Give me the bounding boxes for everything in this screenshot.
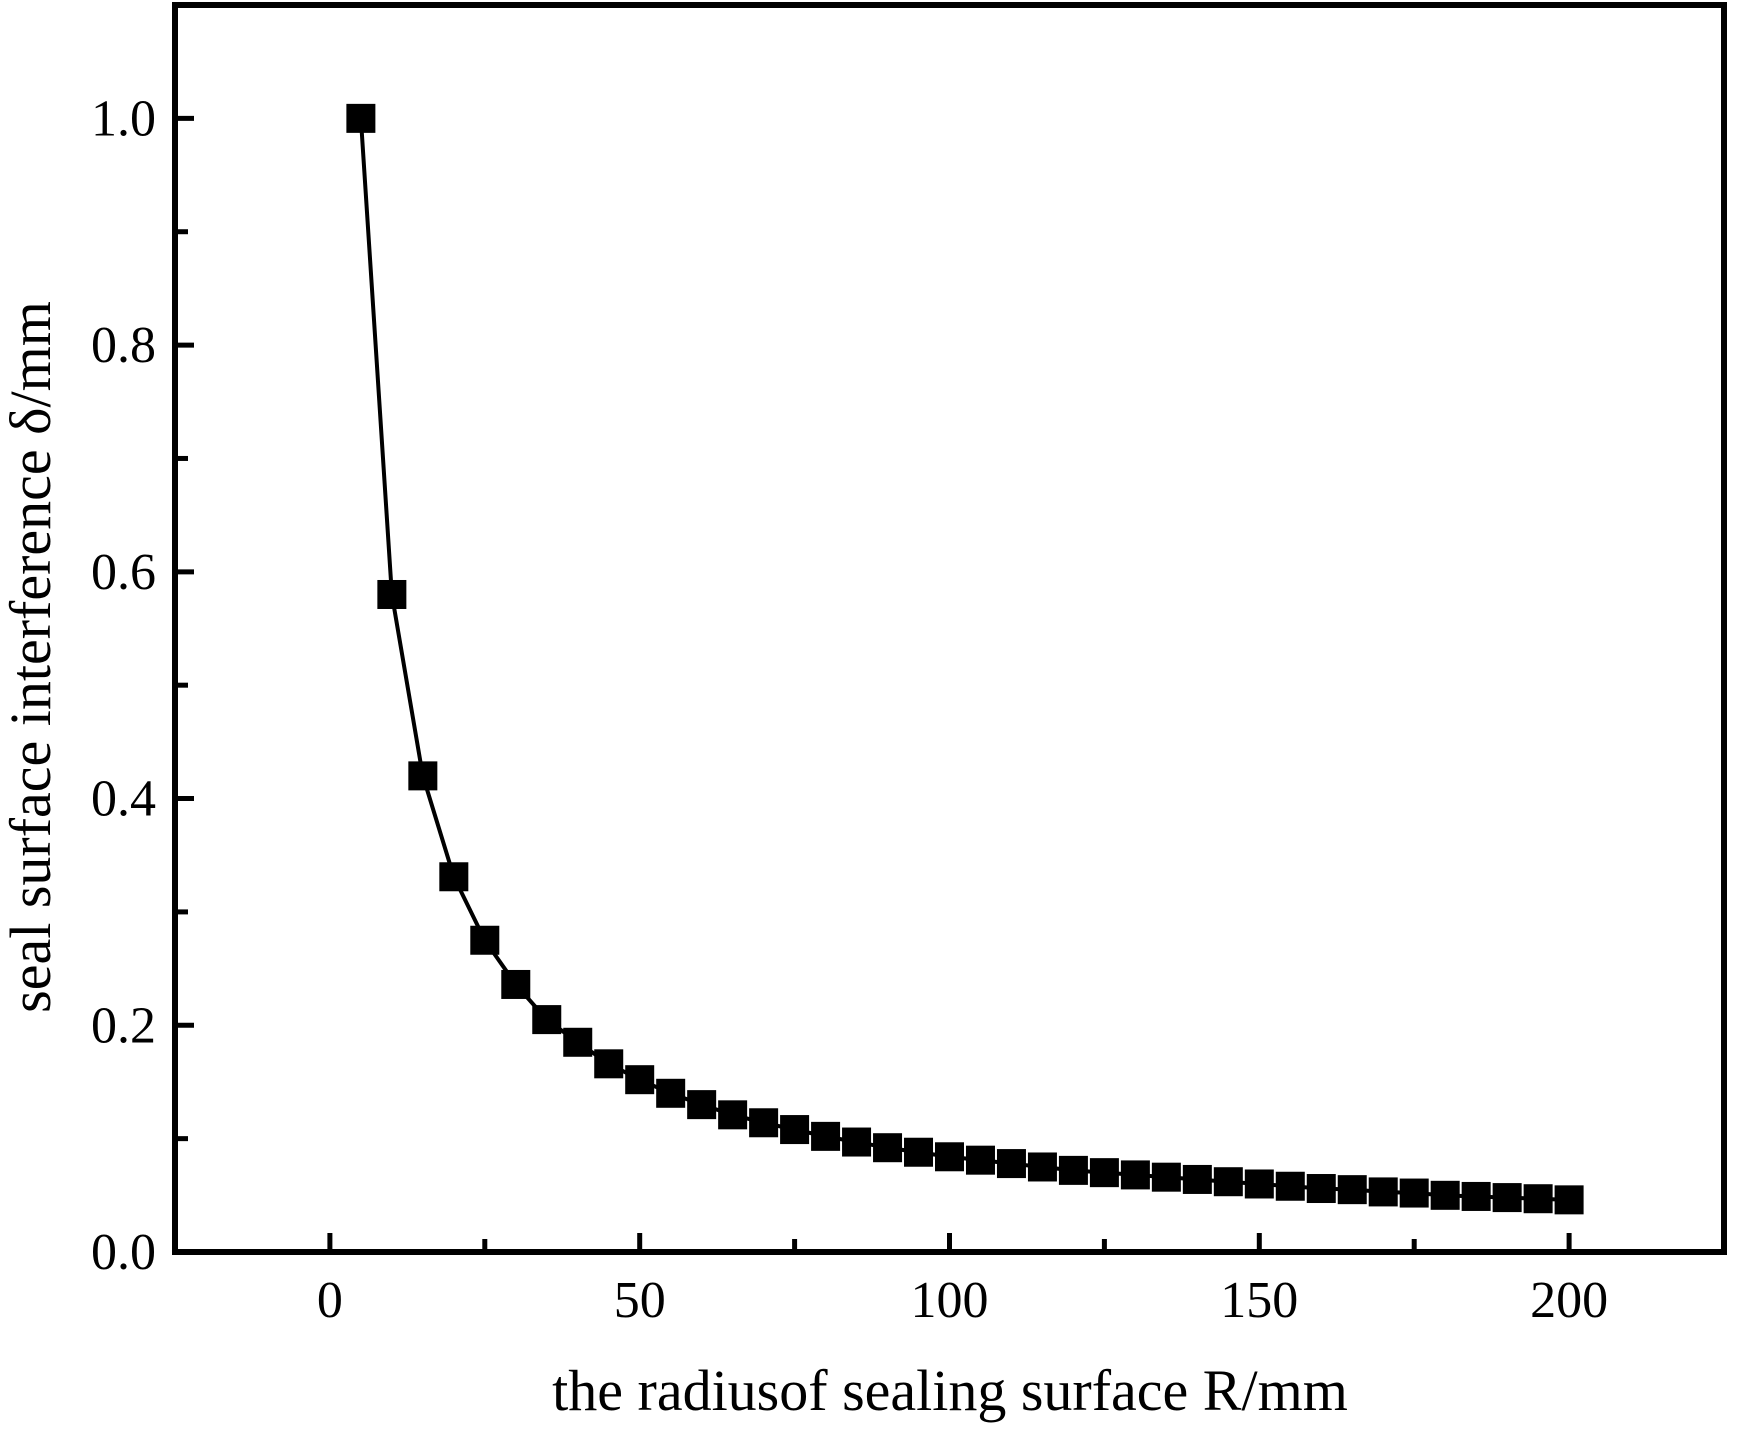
data-point-marker bbox=[1244, 1169, 1274, 1199]
y-tick-label: 0.2 bbox=[91, 997, 156, 1054]
x-axis-title: the radiusof sealing surface R/mm bbox=[552, 1358, 1348, 1423]
data-point-marker bbox=[625, 1065, 655, 1095]
y-axis-title: seal surface interference δ/mm bbox=[0, 301, 63, 1013]
data-point-marker bbox=[996, 1149, 1026, 1179]
data-point-marker bbox=[346, 103, 376, 133]
y-tick-label: 0.0 bbox=[91, 1224, 156, 1281]
y-tick-label: 0.6 bbox=[91, 544, 156, 601]
data-point-marker bbox=[1461, 1181, 1491, 1211]
data-point-marker bbox=[749, 1108, 779, 1138]
data-point-marker bbox=[842, 1127, 872, 1157]
data-point-marker bbox=[1306, 1174, 1336, 1204]
data-point-marker bbox=[965, 1145, 995, 1175]
data-point-marker bbox=[1368, 1177, 1398, 1207]
data-point-marker bbox=[1089, 1158, 1119, 1188]
data-point-marker bbox=[408, 761, 438, 791]
data-point-marker bbox=[1120, 1160, 1150, 1190]
data-point-marker bbox=[687, 1090, 717, 1120]
plot-frame bbox=[172, 2, 1727, 1255]
data-point-marker bbox=[532, 1005, 562, 1035]
data-point-marker bbox=[1554, 1185, 1584, 1215]
data-point-marker bbox=[656, 1078, 686, 1108]
data-point-marker bbox=[439, 862, 469, 892]
data-point-marker bbox=[377, 579, 407, 609]
data-point-marker bbox=[1275, 1171, 1305, 1201]
data-point-marker bbox=[718, 1100, 748, 1130]
y-tick-label: 1.0 bbox=[91, 90, 156, 147]
data-point-marker bbox=[594, 1049, 624, 1079]
data-point-marker bbox=[780, 1115, 810, 1145]
data-point-marker bbox=[1058, 1155, 1088, 1185]
data-line bbox=[358, 118, 1570, 1202]
x-tick-label: 100 bbox=[911, 1272, 989, 1329]
plot-area: 0 50 100 150 200 0.0 0.2 0.4 0.6 0.8 1.0 bbox=[91, 2, 1727, 1329]
data-point-marker bbox=[811, 1121, 841, 1151]
data-point-marker bbox=[1213, 1167, 1243, 1197]
data-point-marker bbox=[563, 1027, 593, 1057]
y-tick-label: 0.8 bbox=[91, 317, 156, 374]
data-point-marker bbox=[904, 1137, 934, 1167]
x-tick-label: 200 bbox=[1530, 1272, 1608, 1329]
x-tick-label: 150 bbox=[1220, 1272, 1298, 1329]
data-point-marker bbox=[1182, 1164, 1212, 1194]
data-point-marker bbox=[470, 925, 500, 955]
data-point-marker bbox=[501, 969, 531, 999]
data-point-marker bbox=[873, 1133, 903, 1163]
data-point-marker bbox=[1151, 1162, 1181, 1192]
data-point-marker bbox=[1430, 1180, 1460, 1210]
data-point-marker bbox=[1337, 1175, 1367, 1205]
x-tick-label: 50 bbox=[614, 1272, 666, 1329]
data-point-marker bbox=[1492, 1183, 1522, 1213]
x-tick-label: 0 bbox=[317, 1272, 343, 1329]
data-point-marker bbox=[1523, 1184, 1553, 1214]
data-point-marker bbox=[935, 1142, 964, 1172]
data-point-marker bbox=[1399, 1178, 1429, 1208]
data-point-marker bbox=[1027, 1152, 1057, 1182]
y-tick-label: 0.4 bbox=[91, 771, 156, 828]
